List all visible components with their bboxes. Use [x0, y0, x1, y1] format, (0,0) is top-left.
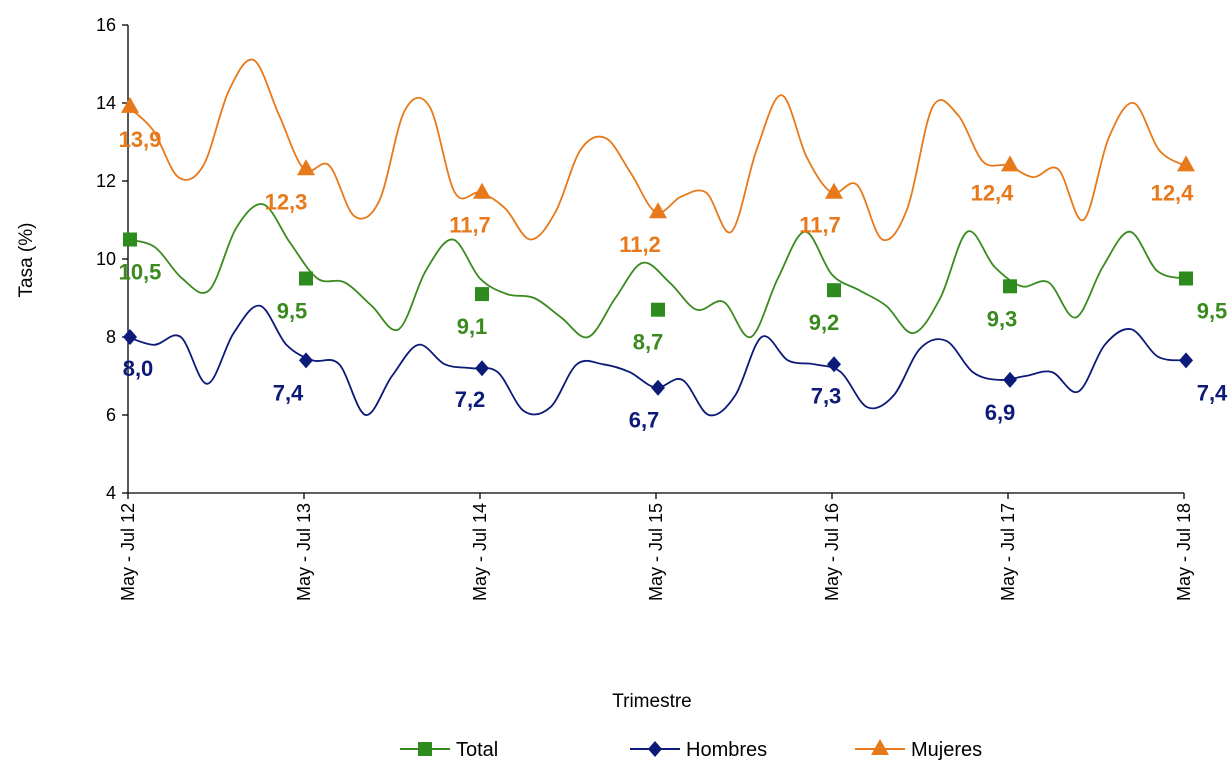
total-marker [123, 232, 137, 247]
hombres-data-label: 6,7 [629, 408, 660, 433]
y-tick-label: 8 [106, 327, 116, 347]
x-tick-label: May - Jul 17 [998, 503, 1018, 601]
total-data-label: 9,5 [1197, 299, 1228, 324]
series-mujeres [121, 58, 1195, 242]
y-tick-label: 6 [106, 405, 116, 425]
series-line-total [127, 203, 1185, 339]
y-tick-label: 4 [106, 483, 116, 503]
hombres-marker [651, 379, 665, 396]
legend-item-hombres: Hombres [630, 739, 767, 761]
hombres-data-label: 8,0 [123, 356, 154, 381]
hombres-marker [827, 356, 841, 373]
x-tick-label: May - Jul 16 [822, 503, 842, 601]
total-data-label: 9,2 [809, 310, 840, 335]
legend: Total Hombres Mujeres [400, 739, 982, 761]
mujeres-marker [1001, 155, 1019, 172]
x-tick-label: May - Jul 18 [1174, 503, 1194, 601]
x-tick-label: May - Jul 15 [646, 503, 666, 601]
hombres-marker [299, 352, 313, 369]
total-marker [299, 271, 313, 286]
x-tick-label: May - Jul 12 [118, 503, 138, 601]
hombres-marker [1003, 371, 1017, 388]
hombres-data-label: 7,4 [273, 380, 304, 405]
hombres-data-label: 7,4 [1197, 380, 1228, 405]
total-data-label: 9,1 [457, 314, 488, 339]
total-data-label: 9,3 [987, 306, 1018, 331]
legend-item-mujeres: Mujeres [855, 739, 982, 761]
total-marker [475, 287, 489, 302]
legend-label: Total [456, 739, 498, 761]
hombres-data-label: 7,2 [455, 387, 486, 412]
legend-item-total: Total [400, 739, 498, 761]
mujeres-data-label: 13,9 [119, 127, 162, 152]
total-marker [1003, 279, 1017, 294]
total-marker [827, 283, 841, 298]
axes: 4 6 8 10 12 14 16 May - Jul 12 May - Jul 13 May -… [96, 15, 1194, 601]
legend-label: Mujeres [911, 739, 982, 761]
hombres-data-label: 6,9 [985, 400, 1016, 425]
total-data-label: 8,7 [633, 330, 664, 355]
x-tick-label: May - Jul 14 [470, 503, 490, 601]
hombres-marker [475, 360, 489, 377]
legend-marker [871, 739, 889, 755]
y-axis-title: Tasa (%) [16, 223, 37, 298]
mujeres-marker [649, 202, 667, 219]
series-total [123, 203, 1193, 339]
y-tick-label: 16 [96, 15, 116, 35]
mujeres-data-label: 12,4 [971, 180, 1015, 205]
y-tick-label: 14 [96, 93, 116, 113]
mujeres-data-label: 12,3 [265, 189, 308, 214]
mujeres-data-label: 11,7 [449, 213, 491, 238]
data-labels-layer: 10,5 9,5 9,1 8,7 9,2 9,3 9,5 8,0 7,4 7,2 6,7 7,3 6,9… [119, 127, 1228, 433]
total-marker [651, 302, 665, 317]
x-axis-title: Trimestre [612, 691, 692, 712]
hombres-data-label: 7,3 [811, 383, 842, 408]
hombres-marker [1179, 352, 1193, 369]
series-layer [121, 58, 1195, 417]
y-tick-label: 10 [96, 249, 116, 269]
total-data-label: 10,5 [119, 260, 162, 285]
y-tick-label: 12 [96, 171, 116, 191]
legend-marker [418, 742, 432, 756]
series-hombres [123, 304, 1193, 417]
total-marker [1179, 271, 1193, 286]
mujeres-data-label: 11,2 [619, 232, 661, 257]
x-tick-label: May - Jul 13 [294, 503, 314, 601]
total-data-label: 9,5 [277, 299, 308, 324]
mujeres-data-label: 12,4 [1151, 180, 1195, 205]
mujeres-marker [473, 182, 491, 199]
mujeres-marker [825, 182, 843, 199]
legend-label: Hombres [686, 739, 767, 761]
mujeres-marker [297, 159, 315, 176]
hombres-marker [123, 329, 137, 345]
mujeres-marker [121, 96, 139, 113]
mujeres-data-label: 11,7 [799, 213, 841, 238]
legend-marker [648, 741, 662, 757]
mujeres-marker [1177, 155, 1195, 172]
